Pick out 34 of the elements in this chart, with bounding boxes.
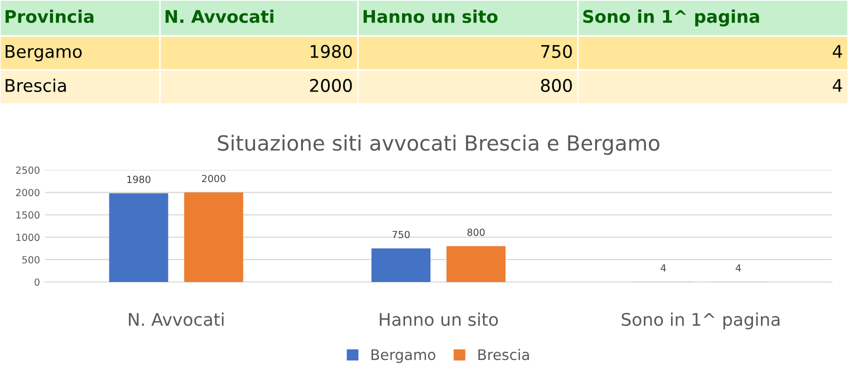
data-label: 2000	[202, 174, 226, 182]
y-tick-label: 2000	[16, 188, 40, 196]
x-tick-label: Hanno un sito	[380, 312, 498, 326]
x-tick-label: N. Avvocati	[128, 312, 224, 326]
text: 2000	[310, 78, 352, 92]
legend-label: Brescia	[478, 348, 529, 360]
bar	[109, 193, 168, 282]
text: Provincia	[6, 10, 94, 24]
data-label: 1980	[127, 176, 150, 184]
text: 1980	[310, 44, 352, 58]
x-tick-label: Sono in 1^ pagina	[622, 312, 780, 330]
y-tick-label: 1500	[16, 211, 40, 219]
bar	[371, 248, 430, 282]
text: 4	[832, 45, 842, 58]
data-label: 750	[392, 230, 410, 238]
text: 4	[832, 79, 842, 92]
chart-title: Situazione siti avvocati Brescia e Bergamo	[218, 134, 660, 155]
data-label: 4	[660, 264, 666, 272]
text: Brescia	[6, 78, 66, 92]
text: 800	[541, 78, 572, 92]
text: 750	[541, 44, 572, 58]
y-tick-label: 2500	[16, 166, 40, 174]
category-label: Hanno un sito	[364, 10, 498, 24]
bar	[446, 246, 506, 282]
text: Bergamo	[6, 45, 82, 62]
y-tick-label: 500	[22, 256, 40, 264]
y-tick-label: 1000	[16, 234, 40, 242]
data-label: 4	[736, 264, 741, 272]
category-label: N. Avvocati	[166, 10, 274, 24]
y-tick-label: 0	[34, 278, 40, 286]
data-label: 800	[467, 228, 485, 236]
legend-label: Bergamo	[372, 349, 436, 363]
category-label: Sono in 1^ pagina	[583, 10, 760, 26]
bar	[184, 192, 244, 282]
